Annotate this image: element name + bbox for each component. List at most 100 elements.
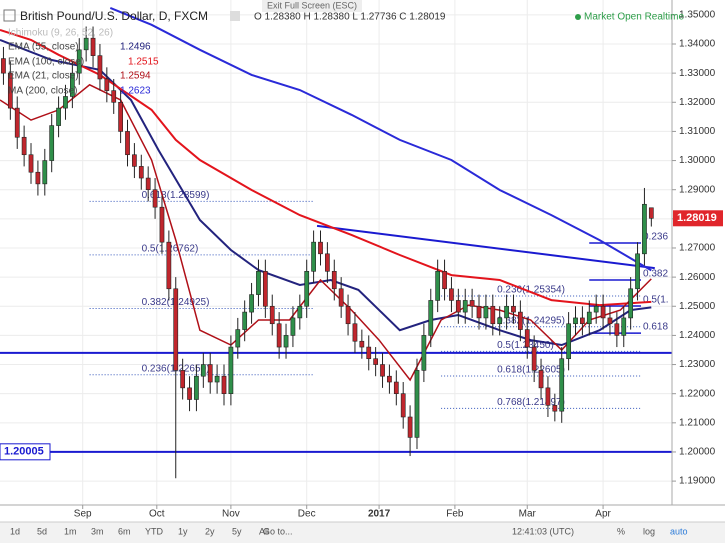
chart-title: British Pound/U.S. Dollar, D, FXCM [20, 9, 208, 23]
candle-body [366, 346, 372, 360]
candle-body [56, 107, 61, 126]
y-tick-label: 1.35000 [679, 10, 716, 21]
grid-layer [0, 0, 672, 505]
candle-body [538, 370, 544, 389]
candle-body [221, 375, 227, 394]
candle-body [7, 72, 13, 109]
candle-body [262, 270, 268, 307]
ohlc: O 1.28380 H 1.28380 L 1.27736 C 1.28019 [254, 12, 446, 23]
y-tick-label: 1.31000 [679, 126, 716, 137]
candle-body [400, 393, 406, 418]
clock: 12:41:03 (UTC) [512, 526, 574, 536]
legend-name: EMA (55, close) [8, 42, 79, 53]
fib-label: 0.236 [643, 232, 668, 243]
candle-body [76, 49, 82, 74]
legend-value: 1.2515 [128, 57, 159, 68]
legend: EMA (55, close) 1.2496 EMA (100, close) 1.2… [8, 42, 159, 97]
candle-body [42, 160, 48, 185]
candle-body [145, 177, 151, 191]
candle-body [283, 335, 289, 348]
candle-body [166, 241, 172, 290]
range-button[interactable]: 5d [37, 526, 47, 536]
scale-option[interactable]: log [643, 526, 655, 536]
candle-body [331, 270, 337, 290]
candle-body [621, 317, 627, 336]
y-tick-label: 1.20000 [679, 447, 716, 458]
y-tick-label: 1.32000 [679, 97, 716, 108]
candle-body [469, 300, 475, 307]
candle-body [111, 90, 117, 103]
candle-body [518, 311, 523, 330]
candle-body [455, 300, 461, 313]
candle-body [194, 375, 199, 400]
candle-body [586, 311, 592, 325]
candle-body [511, 305, 516, 313]
x-tick-label: Mar [519, 509, 537, 520]
candle-body [28, 154, 34, 173]
candle-body [304, 270, 310, 307]
candle-body [497, 317, 503, 325]
menu-icon[interactable] [3, 9, 16, 22]
range-button[interactable]: 6m [118, 526, 131, 536]
toolbar-bg [0, 522, 725, 543]
candle-body [462, 300, 468, 313]
candle-body [600, 305, 606, 319]
range-button[interactable]: YTD [145, 526, 164, 536]
candle-body [90, 37, 96, 56]
y-tick-label: 1.27000 [679, 243, 716, 254]
candle-body [325, 253, 330, 272]
last-price-tag [673, 210, 723, 227]
axes-layer: 1.19000 1.20000 1.21000 1.22000 1.23000 1.240… [74, 10, 723, 520]
range-button[interactable]: 3m [91, 526, 104, 536]
candle-body [407, 416, 413, 438]
exit-fullscreen-text[interactable]: Exit Full Screen (ESC) [267, 0, 357, 10]
range-button[interactable]: 1d [10, 526, 20, 536]
candle-body [290, 317, 296, 336]
candle-body [256, 270, 261, 295]
fib-label: 0.5(1. [643, 295, 669, 306]
candle-body [297, 305, 303, 319]
candle-body [380, 364, 385, 377]
candle-body [628, 288, 634, 319]
candle-body [449, 288, 454, 301]
scale-option[interactable]: auto [670, 526, 688, 536]
level-label: 1.20005 [4, 446, 44, 458]
fib-label: 0.236(1.25354) [497, 285, 565, 296]
candle-body [614, 323, 620, 336]
legend-value: 1.2623 [120, 86, 151, 97]
legend-name: MA (200, close) [8, 86, 77, 97]
candle-body [49, 125, 55, 161]
y-tick-label: 1.24000 [679, 330, 716, 341]
fib-label: 0.618(1.22605) [497, 365, 565, 376]
candle-body [607, 317, 613, 325]
candle-body [318, 241, 323, 255]
x-tick-label: Feb [446, 509, 464, 520]
range-button[interactable]: 5y [232, 526, 242, 536]
x-tick-label: Sep [74, 509, 92, 520]
ma-line [0, 83, 652, 382]
range-button[interactable]: 1m [64, 526, 77, 536]
candle-body [531, 346, 537, 371]
goto-button[interactable]: Go to... [263, 526, 293, 536]
range-button[interactable]: 2y [205, 526, 215, 536]
ichimoku-label: Ichimoku (9, 26, 52, 26) [8, 28, 113, 39]
candle-body [552, 405, 558, 412]
level-tag [0, 443, 51, 461]
candle-body [63, 96, 68, 109]
scale-option[interactable]: % [617, 526, 625, 536]
candle-body [125, 131, 130, 156]
candle-body [345, 305, 351, 325]
candle-body [180, 370, 186, 389]
eye-icon[interactable] [230, 11, 240, 21]
candle-body [414, 370, 420, 438]
range-button[interactable]: 1y [178, 526, 188, 536]
range-button[interactable]: All [259, 526, 269, 536]
candle-body [580, 317, 585, 325]
candle-body [138, 166, 144, 179]
candle-body [269, 305, 275, 325]
candle-body [566, 323, 571, 360]
exit-fullscreen[interactable] [262, 0, 362, 12]
candle-body [249, 294, 254, 313]
x-tick-label: Nov [222, 509, 240, 520]
